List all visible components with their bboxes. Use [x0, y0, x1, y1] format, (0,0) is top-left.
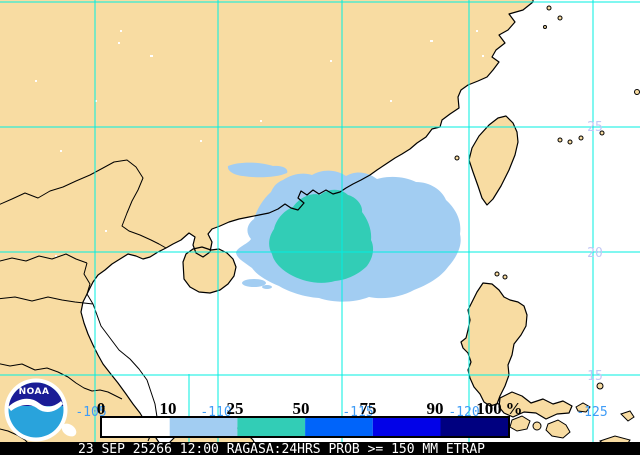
lat-label-15: 15: [587, 369, 603, 384]
island-ryukyu: [557, 137, 563, 143]
island-coast-speck: [546, 5, 552, 11]
scale-tick-90: 90: [427, 399, 444, 418]
logo-gull-tail: [61, 423, 77, 437]
prob-area-10-25-coast-streak: [227, 162, 288, 178]
scale-tick-100: 100: [476, 399, 502, 418]
prob-area-10-25-speck: [262, 285, 272, 289]
color-scale: 0 10 25 50 75 90 100 %: [97, 399, 523, 438]
island-coast-speck: [543, 25, 547, 29]
lat-label-25: 25: [587, 120, 603, 135]
coastline-mainland: [80, 0, 534, 455]
border-thailand-laos: [0, 363, 123, 400]
land-speckle-noise: [35, 30, 484, 322]
island-ryukyu: [567, 139, 573, 145]
island-penghu: [454, 155, 460, 161]
island-taiwan: [469, 116, 518, 205]
scale-unit-percent: %: [506, 399, 523, 418]
small-islands: [292, 5, 640, 447]
island-dot: [620, 410, 635, 422]
status-bar: 23 SEP 25266 12:00 RAGASA:24HRS PROB >= …: [0, 442, 640, 455]
island-samar: [545, 419, 571, 439]
island-dot: [634, 89, 640, 95]
island-bicol-arm: [499, 392, 572, 419]
scale-segment-90-100: [440, 418, 508, 436]
scale-segment-50-75: [305, 418, 373, 436]
scale-tick-10: 10: [160, 399, 177, 418]
island-babuyan: [502, 274, 508, 280]
island-ryukyu: [578, 135, 584, 141]
island-dot: [596, 382, 604, 390]
scale-tick-50: 50: [293, 399, 310, 418]
coastline-luzon: [460, 282, 528, 407]
island-masbate: [575, 402, 591, 413]
precip-probability-layer: [227, 162, 461, 302]
status-bar-background: [0, 442, 640, 455]
scale-segment-25-50: [237, 418, 306, 436]
coastline-bicol: [498, 391, 573, 420]
border-laos-vietnam: [83, 262, 158, 442]
prob-area-25-50: [269, 189, 374, 283]
scale-tick-25: 25: [227, 399, 244, 418]
island-marinduque: [532, 421, 542, 431]
status-text: 23 SEP 25266 12:00 RAGASA:24HRS PROB >= …: [78, 442, 485, 455]
prob-area-10-25-speck: [242, 279, 266, 287]
island-coast-speck: [557, 15, 563, 21]
border-layer: [0, 159, 167, 446]
scale-segment-0-10: [102, 418, 170, 436]
coastline-hainan: [182, 246, 237, 294]
scale-frame: [100, 416, 510, 438]
scale-tick-labels: 0 10 25 50 75 90 100 %: [97, 399, 523, 418]
scale-tick-0: 0: [97, 399, 106, 418]
lon-label-105: -105: [75, 405, 106, 420]
border-myanmar-laos: [0, 296, 94, 305]
coastline-layer: [80, 0, 573, 455]
border-china-laos: [0, 253, 88, 264]
island-hainan: [183, 247, 236, 293]
lon-label-125: -125: [576, 405, 607, 420]
scale-segment-75-90: [372, 418, 441, 436]
border-china-vietnam: [0, 159, 167, 249]
logo-gull-icon: [8, 398, 63, 412]
coastline-taiwan: [468, 115, 519, 206]
latitude-labels: 25 20 15: [587, 120, 603, 384]
lat-label-20: 20: [587, 246, 603, 261]
noaa-logo: NOAA: [4, 378, 77, 442]
scale-segment-10-25: [169, 418, 238, 436]
island-ryukyu: [599, 130, 605, 136]
island-babuyan: [494, 271, 500, 277]
land-mainland-asia: [0, 0, 533, 455]
logo-text: NOAA: [19, 387, 50, 397]
scale-tick-75: 75: [360, 399, 377, 418]
